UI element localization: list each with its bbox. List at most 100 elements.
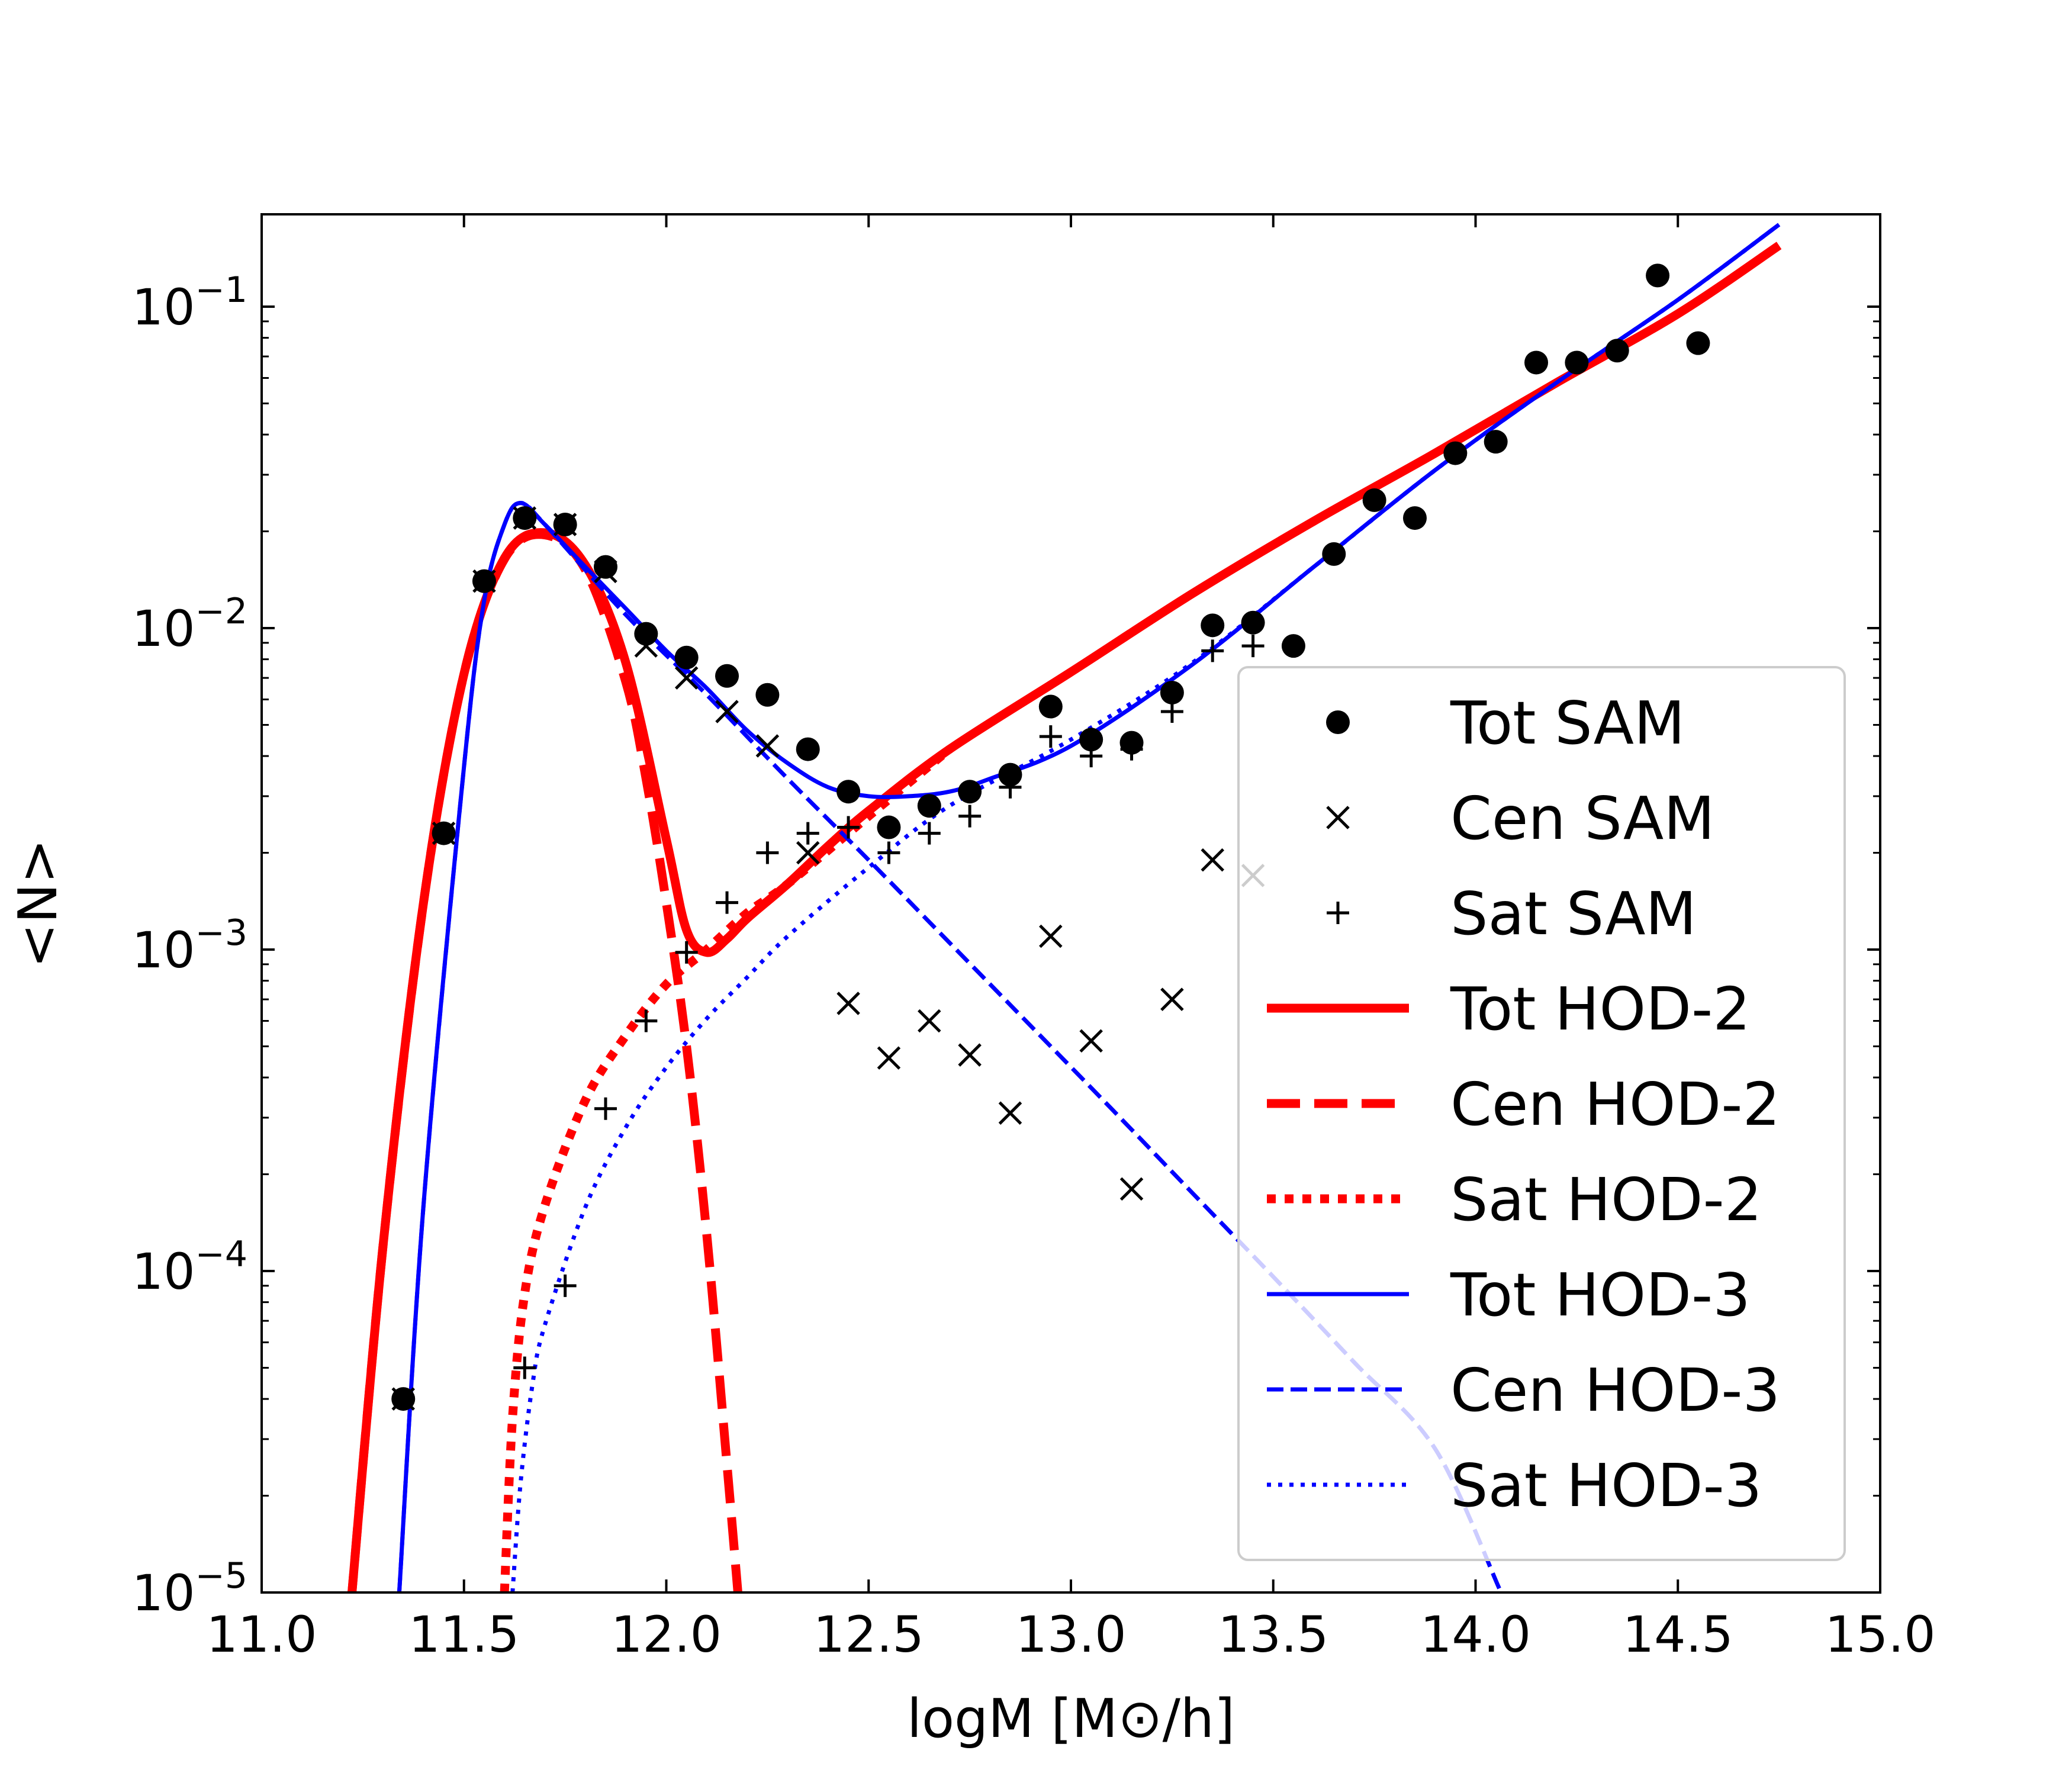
data-point — [958, 780, 982, 804]
legend-item: Sat HOD-2 — [1267, 1165, 1762, 1234]
data-point — [1402, 506, 1427, 530]
y-axis: 10−1 10−2 10−3 10−4 10−5 — [132, 269, 1880, 1622]
data-point — [1241, 610, 1265, 635]
data-point — [958, 805, 982, 828]
y-tick-label: 10−5 — [132, 1555, 247, 1622]
y-axis-label: <N> — [7, 839, 69, 968]
legend-item: Cen HOD-3 — [1267, 1356, 1780, 1425]
data-point — [1646, 263, 1670, 288]
data-point — [1484, 430, 1508, 454]
data-point — [1079, 1029, 1103, 1053]
data-point — [999, 776, 1022, 799]
data-point — [877, 841, 900, 864]
data-point — [1080, 745, 1103, 768]
legend-label: Tot SAM — [1450, 688, 1685, 758]
data-point — [877, 815, 901, 839]
data-point — [554, 1274, 577, 1297]
x-tick-label: 13.5 — [1218, 1606, 1328, 1664]
data-point — [472, 569, 496, 593]
x-tick-label: 12.0 — [611, 1606, 722, 1664]
series-line-sat-hod-3 — [510, 223, 1781, 1592]
data-point — [715, 664, 739, 688]
data-point — [918, 1009, 941, 1033]
data-point — [1119, 1177, 1144, 1201]
data-point — [513, 506, 537, 530]
data-point — [836, 992, 860, 1015]
data-point — [1201, 639, 1224, 662]
legend-label: Sat HOD-2 — [1450, 1165, 1762, 1234]
x-tick-label: 11.5 — [408, 1606, 519, 1664]
x-tick-label: 15.0 — [1825, 1606, 1935, 1664]
data-point — [1565, 350, 1589, 375]
legend: Tot SAM Cen SAM Sat SAM Tot HOD-2 Cen HOD-2 S… — [1237, 666, 1846, 1561]
legend-item: Tot HOD-2 — [1267, 974, 1751, 1044]
data-point — [715, 700, 739, 723]
legend-label: Cen SAM — [1450, 784, 1715, 853]
data-point — [1120, 738, 1143, 761]
legend-label: Cen HOD-2 — [1450, 1070, 1780, 1139]
data-point — [674, 666, 699, 690]
data-point — [675, 941, 698, 964]
data-point — [958, 1043, 982, 1067]
data-point — [998, 762, 1022, 787]
data-point — [1160, 700, 1183, 723]
data-point — [513, 1356, 536, 1379]
x-tick-label: 12.5 — [813, 1606, 924, 1664]
data-point — [837, 816, 860, 839]
data-point — [1605, 339, 1629, 363]
data-point — [796, 737, 820, 761]
data-point — [1281, 634, 1305, 658]
data-point — [594, 559, 617, 584]
data-point — [1038, 694, 1063, 719]
data-point — [756, 841, 779, 864]
data-point — [1241, 635, 1265, 658]
legend-item: Sat SAM — [1327, 879, 1697, 948]
legend-label: Sat HOD-3 — [1450, 1451, 1762, 1520]
data-point — [635, 1009, 658, 1032]
data-point — [796, 822, 819, 845]
y-tick-label: 10−4 — [132, 1234, 247, 1301]
legend-marker — [1326, 806, 1350, 829]
y-tick-label: 10−2 — [132, 591, 247, 658]
data-point — [1039, 924, 1063, 948]
x-tick-label: 13.0 — [1015, 1606, 1126, 1664]
data-point — [1039, 725, 1062, 748]
data-point — [634, 622, 658, 646]
data-point — [1524, 350, 1549, 375]
series-line-sat-hod-2 — [500, 745, 953, 1592]
x-tick-label: 14.5 — [1623, 1606, 1733, 1664]
data-point — [836, 780, 861, 804]
x-axis-label: logM [M⊙/h] — [907, 1688, 1235, 1750]
legend-item: Cen HOD-2 — [1267, 1070, 1780, 1139]
data-point — [1443, 441, 1468, 465]
data-point — [432, 821, 456, 845]
data-point — [796, 841, 820, 865]
data-point — [674, 645, 699, 670]
data-point — [1160, 680, 1184, 704]
legend-marker — [1327, 902, 1349, 924]
y-tick-label: 10−1 — [132, 269, 247, 336]
series-cen-sam — [391, 506, 1265, 1411]
data-point — [877, 1046, 901, 1070]
data-point — [716, 891, 739, 914]
legend-label: Tot HOD-2 — [1450, 974, 1751, 1044]
data-point — [593, 555, 617, 579]
legend-label: Tot HOD-3 — [1450, 1260, 1751, 1330]
data-point — [634, 634, 658, 658]
legend-item: Tot HOD-3 — [1267, 1260, 1751, 1330]
data-point — [998, 1101, 1022, 1125]
legend-label: Sat SAM — [1450, 879, 1697, 948]
x-tick-label: 14.0 — [1420, 1606, 1531, 1664]
data-point — [755, 734, 780, 758]
data-point — [755, 683, 780, 707]
legend-item: Sat HOD-3 — [1267, 1451, 1762, 1520]
legend-item: Tot SAM — [1326, 688, 1685, 758]
data-point — [391, 1387, 415, 1411]
data-point — [917, 794, 941, 818]
data-point — [918, 822, 941, 845]
legend-item: Cen SAM — [1326, 784, 1715, 853]
x-axis: 11.0 11.5 12.0 12.5 13.0 13.5 14.0 14.5 15.0 — [206, 214, 1936, 1664]
data-point — [1686, 331, 1710, 355]
data-point — [1201, 613, 1225, 638]
